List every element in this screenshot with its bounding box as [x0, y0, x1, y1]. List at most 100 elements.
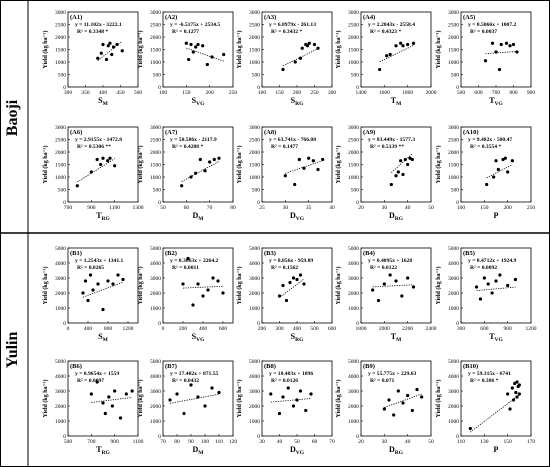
data-point	[401, 401, 405, 405]
panel-a9: 0 500 1000 1500 2000 2500 3000 20 30 40 50 Yield (k…	[335, 125, 434, 222]
data-point	[110, 404, 114, 408]
y-tick-label: 3000	[448, 389, 459, 395]
panel-id: (B10)	[463, 363, 478, 370]
y-tick-label: 0	[63, 200, 66, 206]
y-tick-label: 1000	[55, 419, 66, 425]
y-tick-label: 2000	[55, 404, 66, 410]
x-tick-label: 1600	[379, 90, 390, 96]
data-point	[189, 175, 193, 179]
y-axis-label: Yield (kg ha⁻¹)	[435, 145, 442, 183]
data-point	[110, 52, 114, 57]
y-tick-label: 2500	[55, 138, 66, 144]
x-tick-label: 50	[294, 439, 300, 445]
r-squared: R² = 0.3554 *	[470, 144, 501, 150]
x-tick-label: 600	[474, 90, 483, 96]
data-point	[485, 182, 489, 187]
x-axis-label: TVG	[489, 96, 503, 107]
data-point	[517, 383, 521, 387]
y-tick-label: 2500	[55, 23, 66, 29]
regression-equation: y = 0.3063x + 2264.2	[170, 258, 219, 264]
y-axis-label: Yield (kg ha⁻¹)	[137, 30, 144, 68]
x-tick-label: 200	[206, 90, 215, 96]
data-point	[511, 398, 516, 402]
data-point	[298, 273, 303, 277]
x-tick-label: 900	[87, 205, 96, 211]
y-tick-label: 2500	[150, 23, 161, 29]
data-point	[206, 288, 210, 292]
x-tick-label: 170	[527, 439, 536, 445]
y-tick-label: 0	[356, 200, 359, 206]
y-tick-label: 4000	[150, 374, 161, 380]
x-tick-label: 110	[215, 439, 223, 445]
x-tick-label: 1400	[356, 90, 367, 96]
x-tick-label: 300	[457, 326, 466, 332]
y-tick-label: 0	[257, 434, 260, 440]
y-tick-label: 5000	[249, 359, 260, 365]
x-axis-label: TRG	[96, 211, 110, 222]
data-point	[86, 298, 90, 303]
data-point	[378, 67, 382, 72]
x-tick-label: 900	[111, 439, 120, 445]
data-point	[269, 392, 273, 396]
data-point	[288, 280, 292, 285]
data-point	[277, 411, 282, 416]
data-point	[302, 166, 306, 170]
y-tick-label: 2000	[348, 291, 359, 297]
panel-b8: 0 1000 2000 3000 4000 5000 30 40 50 60 70 Yield (kg…	[236, 359, 335, 456]
plot-frame	[67, 360, 139, 437]
regression-equation: y = 2.9155x - 1472.8	[75, 137, 122, 143]
data-point	[396, 389, 400, 393]
y-tick-label: 3000	[150, 125, 161, 131]
y-tick-label: 3000	[249, 389, 260, 395]
x-tick-label: 2400	[426, 326, 437, 332]
data-point	[283, 174, 287, 178]
regression-equation: y = 59.315x - 6741	[468, 371, 511, 377]
y-tick-label: 2000	[249, 150, 260, 156]
r-squared: R² = 0.0432	[172, 378, 199, 384]
y-tick-label: 4000	[448, 261, 459, 267]
panel-b4: 0 1000 2000 3000 4000 5000 1800 2000 2200 2400 Yie…	[335, 246, 437, 343]
x-tick-label: 200	[293, 90, 302, 96]
regression-equation: y = 0.5066x + 1007.2	[468, 22, 517, 28]
data-point	[316, 46, 320, 50]
regression-equation: y = 55.775x + 229.63	[368, 371, 417, 377]
data-point	[113, 389, 117, 393]
x-tick-label: 70	[160, 439, 166, 445]
data-point	[376, 298, 381, 303]
data-point	[401, 44, 405, 48]
data-point	[515, 50, 519, 54]
regression-equation: y = 9.482x - 500.47	[468, 137, 512, 143]
y-tick-label: 1000	[150, 60, 161, 66]
data-point	[406, 393, 410, 398]
data-point	[101, 401, 105, 405]
x-tick-label: 50	[428, 439, 434, 445]
y-tick-label: 0	[158, 200, 161, 206]
x-tick-label: 30	[283, 205, 289, 211]
plot-frame	[67, 247, 139, 324]
r-squared: R² = 0.0037	[470, 29, 497, 35]
data-point	[400, 294, 404, 298]
data-point	[406, 276, 410, 280]
x-tick-label: 1100	[133, 439, 144, 445]
x-axis-label: DVG	[290, 445, 305, 456]
data-point	[503, 156, 507, 160]
x-tick-label: 50	[160, 205, 166, 211]
x-tick-label: 150	[504, 439, 513, 445]
data-point	[382, 407, 386, 411]
data-point	[321, 157, 325, 162]
data-point	[420, 395, 424, 399]
data-point	[108, 41, 112, 45]
x-tick-label: 40	[277, 439, 283, 445]
panel-id: (B4)	[363, 250, 375, 257]
x-tick-label: 300	[64, 90, 73, 96]
r-squared: R² = 0.0126	[271, 378, 298, 384]
r-squared: R² = 0.386 *	[470, 378, 499, 384]
y-tick-label: 4000	[249, 261, 260, 267]
x-tick-label: 600	[219, 326, 228, 332]
data-point	[474, 285, 479, 289]
data-point	[515, 395, 519, 399]
y-tick-label: 5000	[150, 359, 161, 365]
y-tick-label: 4000	[150, 261, 161, 267]
data-point	[113, 164, 117, 168]
x-tick-label: 600	[328, 326, 337, 332]
